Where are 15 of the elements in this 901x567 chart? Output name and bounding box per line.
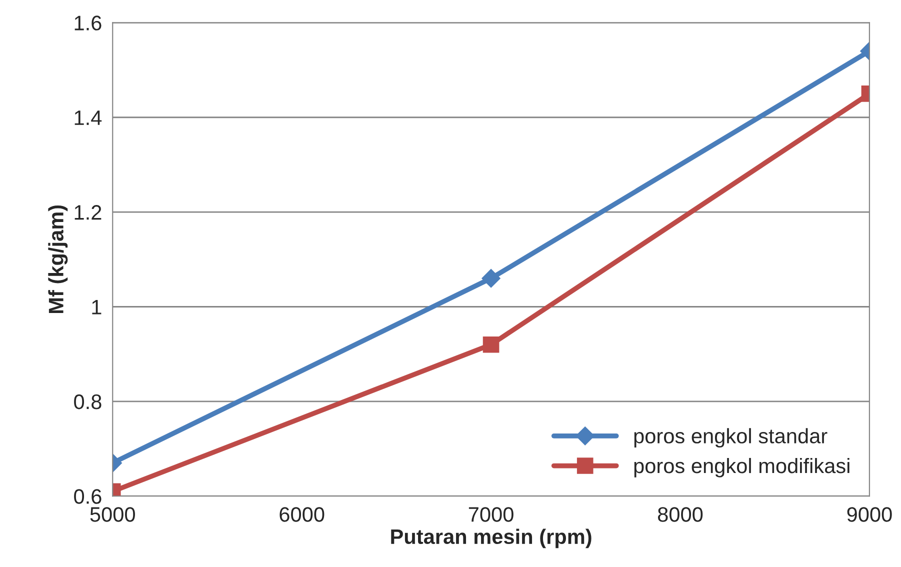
y-axis-title: Mf (kg/jam) <box>48 205 68 313</box>
y-tick-label: 0.8 <box>74 394 102 410</box>
x-tick-label: 5000 <box>90 507 135 522</box>
x-tick-label: 9000 <box>847 507 892 522</box>
x-tick-label: 8000 <box>658 507 703 522</box>
x-tick-label: 6000 <box>280 507 324 522</box>
y-tick-label: 1.2 <box>74 205 102 220</box>
y-tick-label: 1.6 <box>74 16 102 30</box>
y-tick-label: 1.4 <box>74 110 102 125</box>
legend-label: poros engkol standar <box>634 428 828 448</box>
x-axis-title: Putaran mesin (rpm) <box>391 528 592 548</box>
x-tick-label: 7000 <box>468 507 514 522</box>
legend-label: poros engkol modifikasi <box>634 458 850 478</box>
y-tick-label: 0.6 <box>74 489 102 504</box>
y-tick-label: 1 <box>92 300 102 314</box>
